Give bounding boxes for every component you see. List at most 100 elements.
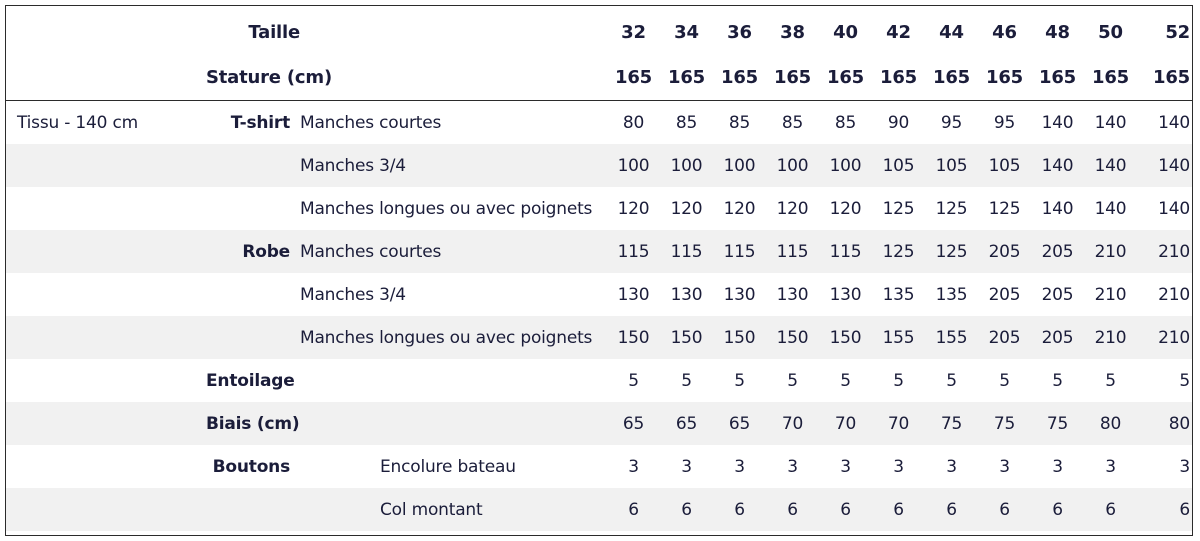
value-cell: 6: [660, 488, 713, 531]
size-value: 36: [727, 22, 752, 43]
value-cell: 70: [872, 402, 925, 445]
size-value: 42: [886, 22, 911, 43]
garment-cell: T-shirt: [230, 112, 291, 133]
value-cell: 3: [1105, 456, 1116, 477]
value-cell: 125: [872, 230, 925, 273]
fabric-cell: [6, 316, 206, 359]
fabric-cell: [6, 359, 206, 402]
value-cell: 140: [1094, 112, 1127, 133]
value-cell: 3: [999, 456, 1010, 477]
value-cell: 65: [660, 402, 713, 445]
value-cell: 6: [819, 488, 872, 531]
height-value: 165: [925, 55, 978, 101]
value-cell: 6: [713, 488, 766, 531]
value-cell: 140: [1137, 144, 1192, 187]
value-cell: 6: [978, 488, 1031, 531]
value-cell: 205: [1041, 284, 1074, 305]
value-cell: 65: [607, 402, 660, 445]
value-cell: 85: [728, 112, 751, 133]
value-cell: 120: [829, 198, 862, 219]
value-cell: 150: [713, 316, 766, 359]
value-cell: 135: [935, 284, 968, 305]
value-cell: 6: [1031, 488, 1084, 531]
value-cell: 140: [1041, 112, 1074, 133]
size-value: 50: [1098, 22, 1123, 43]
value-cell: 130: [670, 284, 703, 305]
fabric-cell: [6, 144, 206, 187]
value-cell: 150: [766, 316, 819, 359]
value-cell: 3: [628, 456, 639, 477]
value-cell: 205: [978, 230, 1031, 273]
table-row: Col montant 6 6 6 6 6 6 6 6 6 6 6: [6, 488, 1192, 531]
height-value: 165: [819, 55, 872, 101]
value-cell: 3: [1179, 456, 1190, 477]
value-cell: 6: [1084, 488, 1137, 531]
value-cell: 3: [787, 456, 798, 477]
value-cell: 75: [1031, 402, 1084, 445]
value-cell: 5: [681, 370, 692, 391]
value-cell: 75: [925, 402, 978, 445]
value-cell: 155: [872, 316, 925, 359]
value-cell: 150: [819, 316, 872, 359]
size-header-row: Taille 32 34 36 38 40 42 44 46 48 50 52: [6, 10, 1192, 55]
value-cell: 210: [1084, 230, 1137, 273]
value-cell: 120: [776, 198, 809, 219]
value-cell: 85: [675, 112, 698, 133]
table-row: Biais (cm) 65 65 65 70 70 70 75 75 75 80 80: [6, 402, 1192, 445]
value-cell: 95: [993, 112, 1016, 133]
value-cell: 3: [840, 456, 851, 477]
value-cell: 140: [1031, 144, 1084, 187]
value-cell: 3: [681, 456, 692, 477]
value-cell: 115: [607, 230, 660, 273]
height-value: 165: [713, 55, 766, 101]
value-cell: 80: [622, 112, 645, 133]
value-cell: 90: [887, 112, 910, 133]
value-cell: 150: [607, 316, 660, 359]
value-cell: 6: [925, 488, 978, 531]
size-value: 32: [621, 22, 646, 43]
value-cell: 6: [607, 488, 660, 531]
garment-cell: [206, 273, 300, 316]
value-cell: 5: [893, 370, 904, 391]
value-cell: 205: [978, 316, 1031, 359]
garment-cell: Biais (cm): [206, 402, 300, 445]
garment-cell: [206, 488, 300, 531]
variant-cell: Manches courtes: [300, 112, 442, 133]
value-cell: 210: [1158, 284, 1190, 305]
header-blank-cell: [6, 55, 206, 101]
variant-cell: [300, 359, 607, 402]
value-cell: 3: [893, 456, 904, 477]
value-cell: 100: [766, 144, 819, 187]
value-cell: 210: [1137, 230, 1192, 273]
value-cell: 140: [1158, 112, 1190, 133]
height-value: 165: [1137, 55, 1192, 101]
value-cell: 140: [1041, 198, 1074, 219]
value-cell: 115: [660, 230, 713, 273]
fabric-cell: [6, 187, 206, 230]
value-cell: 155: [925, 316, 978, 359]
size-value: 40: [833, 22, 858, 43]
table-row: Boutons Encolure bateau 3 3 3 3 3 3 3 3 3 3 3: [6, 445, 1192, 488]
value-cell: 115: [766, 230, 819, 273]
fabric-cell: Tissu - 140 cm: [17, 112, 138, 133]
value-cell: 205: [1031, 316, 1084, 359]
size-label: Taille: [248, 22, 300, 43]
variant-cell: Manches 3/4: [300, 284, 406, 305]
variant-cell: Manches longues ou avec poignets: [300, 316, 607, 359]
table-row: Robe Manches courtes 115 115 115 115 115 125 125…: [6, 230, 1192, 273]
size-value: 46: [992, 22, 1017, 43]
table-row: Entoilage (cm) 5 5 5 5 5 5 5 5 5 5 5: [6, 359, 1192, 402]
variant-cell: Manches 3/4: [300, 144, 607, 187]
height-value: 165: [872, 55, 925, 101]
value-cell: 120: [670, 198, 703, 219]
value-cell: 150: [660, 316, 713, 359]
fabric-cell: [6, 488, 206, 531]
value-cell: 105: [872, 144, 925, 187]
garment-cell: Boutons: [212, 456, 291, 477]
value-cell: 205: [988, 284, 1021, 305]
fabric-cell: [6, 402, 206, 445]
value-cell: 5: [787, 370, 798, 391]
height-header-row: Stature (cm) 165 165 165 165 165 165 165 165 165…: [6, 55, 1192, 101]
table-row: Manches longues ou avec poignets 150 150 15…: [6, 316, 1192, 359]
height-value: 165: [607, 55, 660, 101]
